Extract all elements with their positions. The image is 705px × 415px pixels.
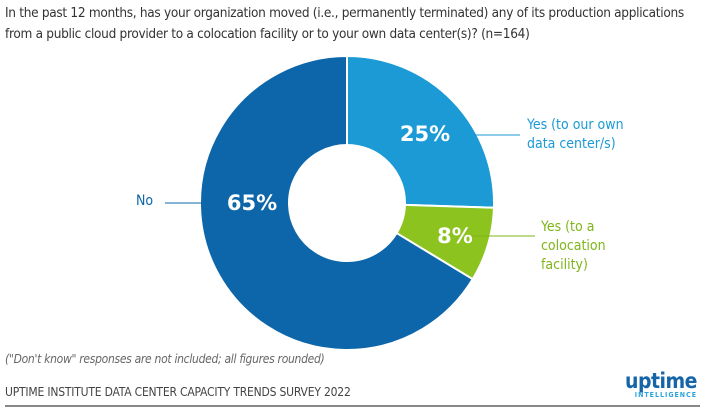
label-yes-colo: Yes (to a colocation facility) (541, 218, 606, 275)
data-label: 8% (437, 224, 473, 248)
label-line: data center/s) (527, 136, 616, 152)
label-no: No (136, 193, 154, 209)
label-line: Yes (to our own (527, 117, 624, 133)
logo-sub: INTELLIGENCE (634, 391, 697, 399)
footnote: ("Don't know" responses are not included… (5, 352, 325, 366)
label-line: Yes (to a (541, 219, 595, 235)
uptime-logo: uptime INTELLIGENCE (625, 369, 698, 400)
slice-no (199, 54, 475, 351)
slice-yes-own (346, 54, 495, 209)
source-text: UPTIME INSTITUTE DATA CENTER CAPACITY TR… (5, 385, 351, 399)
chart-title: In the past 12 months, has your organiza… (5, 5, 684, 42)
data-label: 65% (227, 191, 277, 215)
data-label: 25% (400, 122, 450, 146)
label-line: colocation (541, 238, 606, 254)
logo-main: uptime (625, 369, 698, 393)
label-line: facility) (541, 257, 588, 273)
label-yes-own: Yes (to our own data center/s) (527, 116, 624, 154)
divider (5, 405, 700, 407)
